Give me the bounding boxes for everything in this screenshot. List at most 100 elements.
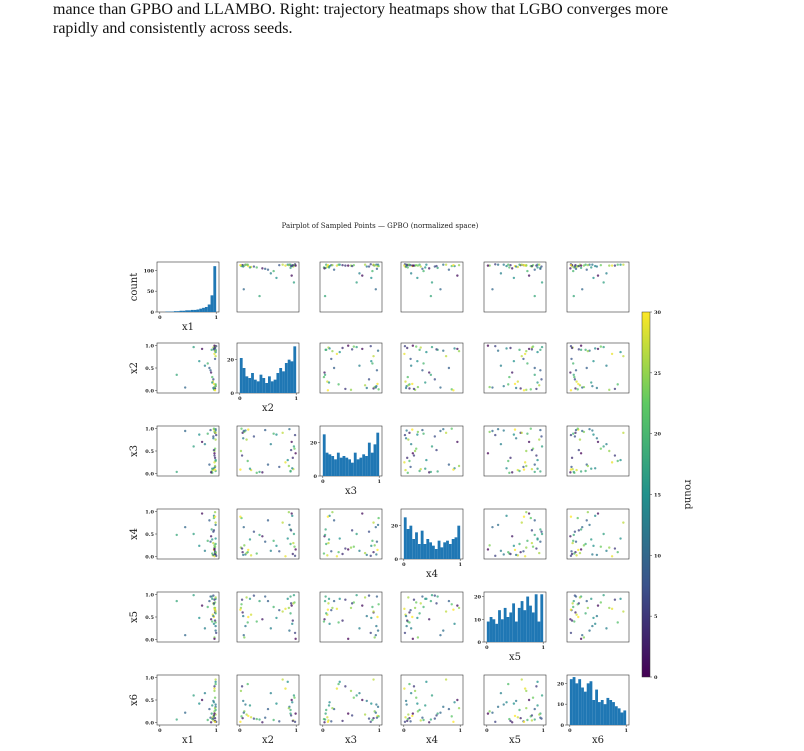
scatter-point: [212, 594, 215, 597]
hist-bar: [284, 363, 288, 393]
hist-bar: [446, 540, 449, 559]
scatter-point: [573, 530, 577, 533]
y-tick-label: 20: [557, 681, 564, 687]
scatter-point: [540, 530, 543, 533]
y-tick-label: 20: [391, 524, 398, 530]
hist-bar: [578, 679, 582, 725]
hist-bar: [623, 710, 627, 725]
scatter-point: [613, 454, 617, 457]
scatter-point: [403, 607, 406, 611]
hist-bar: [204, 307, 208, 312]
hist-bar: [614, 706, 618, 725]
hist-bar: [609, 700, 613, 725]
scatter-point: [212, 602, 216, 605]
scatter-point: [374, 633, 377, 637]
scatter-point: [605, 627, 608, 630]
scatter-point: [213, 598, 216, 601]
scatter-point: [538, 551, 541, 555]
hist-bar: [537, 621, 541, 642]
scatter-point: [330, 357, 333, 361]
scatter-point: [241, 611, 244, 614]
scatter-point: [412, 685, 416, 688]
scatter-point: [243, 636, 246, 639]
scatter-point: [415, 345, 418, 348]
hist-bar: [279, 368, 283, 393]
scatter-point: [569, 267, 572, 270]
caption-line: mance than GPBO and LLAMBO. Right: traje…: [53, 1, 669, 18]
scatter-point: [183, 633, 187, 637]
scatter-point: [409, 364, 413, 367]
scatter-point: [266, 599, 270, 603]
scatter-point: [239, 606, 243, 610]
scatter-point: [573, 375, 576, 379]
hist-bar: [351, 462, 354, 476]
scatter-point: [214, 521, 217, 524]
scatter-point: [242, 633, 245, 637]
scatter-point: [427, 371, 431, 374]
x-tick-label: 0: [321, 728, 325, 734]
scatter-point: [436, 266, 439, 270]
scatter-point: [496, 427, 500, 431]
scatter-point: [213, 352, 216, 356]
scatter-point: [291, 552, 294, 556]
scatter-point: [211, 597, 214, 601]
scatter-point: [456, 440, 459, 444]
scatter-point: [569, 344, 573, 348]
scatter-point: [358, 364, 361, 367]
scatter-point: [530, 719, 534, 722]
scatter-point: [289, 448, 293, 452]
scatter-point: [239, 608, 242, 611]
y-tick-label: 20: [310, 441, 317, 447]
scatter-point: [203, 691, 207, 695]
scatter-point: [421, 595, 424, 598]
hist-bar: [331, 456, 335, 476]
scatter-point: [525, 263, 528, 267]
scatter-point: [591, 384, 594, 388]
panel-frame: [319, 674, 383, 726]
scatter-point: [377, 715, 380, 718]
scatter-point: [578, 596, 582, 599]
scatter-point: [496, 263, 500, 266]
scatter-point: [499, 549, 503, 553]
scatter-point: [376, 382, 379, 386]
scatter-point: [539, 369, 542, 372]
scatter-point: [424, 266, 427, 269]
scatter-point: [419, 719, 422, 722]
scatter-point: [575, 554, 578, 557]
scatter-point: [287, 606, 291, 610]
scatter-point: [581, 386, 584, 389]
scatter-point: [412, 598, 416, 601]
scatter-point: [212, 348, 216, 351]
scatter-point: [341, 346, 344, 350]
scatter-point: [249, 554, 253, 557]
scatter-point: [494, 263, 497, 266]
scatter-point: [456, 698, 459, 702]
scatter-point: [510, 471, 514, 474]
x-axis-label: x5: [509, 652, 521, 663]
scatter-point: [293, 696, 296, 699]
scatter-point: [408, 387, 411, 390]
scatter-point: [539, 540, 542, 543]
scatter-point: [569, 389, 573, 392]
scatter-point: [569, 618, 572, 621]
scatter-point: [595, 386, 599, 390]
scatter-point: [533, 373, 536, 377]
scatter-point: [293, 433, 297, 437]
panel-frame: [483, 674, 547, 726]
scatter-point: [519, 716, 522, 720]
scatter-point: [590, 467, 593, 470]
scatter-point: [214, 703, 217, 706]
scatter-point: [214, 542, 217, 546]
scatter-point: [350, 529, 354, 532]
scatter-point: [244, 624, 247, 628]
scatter-point: [433, 594, 437, 597]
caption-line: rapidly and consistently across seeds.: [53, 20, 293, 37]
scatter-point: [520, 354, 523, 358]
scatter-point: [418, 469, 421, 473]
scatter-point: [261, 535, 264, 538]
scatter-point: [214, 621, 217, 624]
scatter-point: [371, 718, 374, 722]
scatter-point: [574, 267, 578, 271]
scatter-point: [372, 521, 375, 524]
